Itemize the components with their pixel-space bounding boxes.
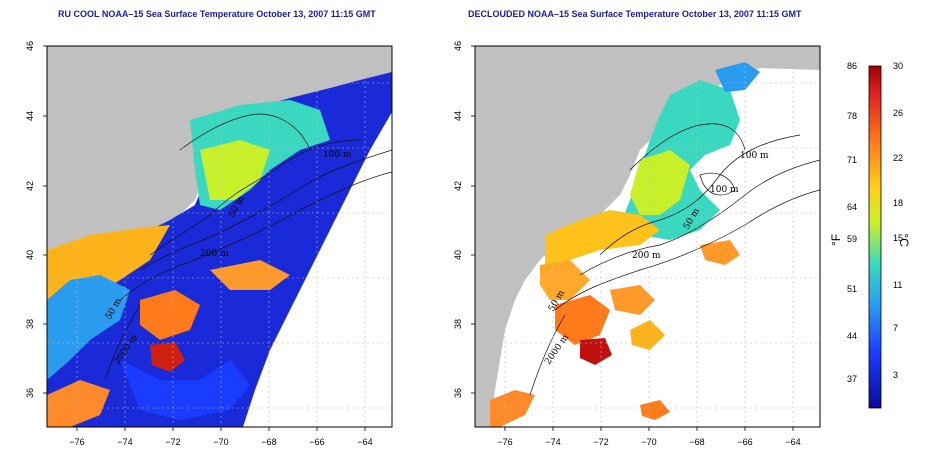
colorbar: °F °C 86 78 71 64 59 51 44 37 30 26 22 1… bbox=[829, 61, 911, 409]
lat-tick-label: 40 bbox=[25, 250, 35, 260]
contour-label: 200 m bbox=[632, 251, 661, 261]
lat-tick-label: 38 bbox=[453, 319, 463, 329]
lon-tick-label: −74 bbox=[117, 437, 132, 447]
lon-tick-label: −64 bbox=[785, 437, 800, 447]
contour-label: 100 m bbox=[740, 151, 769, 161]
colorbar-gradient bbox=[868, 65, 882, 409]
unit-celsius-label: °C bbox=[897, 233, 911, 247]
celsius-tick: 7 bbox=[893, 323, 898, 333]
fahrenheit-tick: 44 bbox=[847, 331, 857, 341]
contour-label: 100 m bbox=[710, 185, 739, 195]
fahrenheit-tick: 51 bbox=[847, 284, 857, 294]
celsius-tick: 3 bbox=[893, 370, 898, 380]
left-lon-axis: −76 −74 −72 −70 −68 −66 −64 bbox=[69, 427, 373, 447]
lon-tick-label: −70 bbox=[641, 437, 656, 447]
fahrenheit-tick: 71 bbox=[847, 155, 857, 165]
lon-tick-label: −68 bbox=[689, 437, 704, 447]
lon-tick-label: −76 bbox=[497, 437, 512, 447]
contour-label: 200 m bbox=[200, 249, 229, 259]
lon-tick-label: −64 bbox=[357, 437, 372, 447]
lat-tick-label: 46 bbox=[453, 41, 463, 51]
left-panel-title: RU COOL NOAA–15 Sea Surface Temperature … bbox=[58, 9, 376, 19]
celsius-tick: 18 bbox=[893, 198, 903, 208]
right-lat-axis: 36 38 40 42 44 46 bbox=[453, 41, 475, 398]
lon-tick-label: −74 bbox=[545, 437, 560, 447]
lat-tick-label: 38 bbox=[25, 319, 35, 329]
celsius-tick: 22 bbox=[893, 153, 903, 163]
lon-tick-label: −66 bbox=[309, 437, 324, 447]
fahrenheit-tick: 37 bbox=[847, 374, 857, 384]
lon-tick-label: −66 bbox=[737, 437, 752, 447]
lat-tick-label: 36 bbox=[25, 388, 35, 398]
lon-tick-label: −76 bbox=[69, 437, 84, 447]
lat-tick-label: 46 bbox=[25, 41, 35, 51]
celsius-tick: 30 bbox=[893, 61, 903, 71]
lon-tick-label: −72 bbox=[593, 437, 608, 447]
left-lat-axis: 36 38 40 42 44 46 bbox=[25, 41, 47, 398]
lat-tick-label: 36 bbox=[453, 388, 463, 398]
right-panel-title: DECLOUDED NOAA–15 Sea Surface Temperatur… bbox=[468, 9, 802, 19]
celsius-tick: 11 bbox=[893, 280, 902, 290]
lat-tick-label: 42 bbox=[453, 181, 463, 191]
lon-tick-label: −68 bbox=[261, 437, 276, 447]
fahrenheit-tick: 64 bbox=[847, 202, 857, 212]
lat-tick-label: 44 bbox=[25, 111, 35, 121]
land-mass bbox=[47, 46, 392, 427]
contour-label: 100 m bbox=[323, 150, 352, 160]
land-mass bbox=[475, 46, 820, 427]
lon-tick-label: −70 bbox=[213, 437, 228, 447]
fahrenheit-tick: 78 bbox=[847, 111, 857, 121]
right-lon-axis: −76 −74 −72 −70 −68 −66 −64 bbox=[497, 427, 801, 447]
fahrenheit-tick: 59 bbox=[847, 234, 857, 244]
lon-tick-label: −72 bbox=[165, 437, 180, 447]
celsius-tick: 15 bbox=[893, 233, 903, 243]
unit-fahrenheit-label: °F bbox=[829, 234, 843, 246]
lat-tick-label: 40 bbox=[453, 250, 463, 260]
celsius-tick: 26 bbox=[893, 108, 903, 118]
fahrenheit-tick: 86 bbox=[847, 61, 857, 71]
left-map: 100 m 50 m 200 m 50 m 2000 m bbox=[46, 45, 393, 428]
lat-tick-label: 44 bbox=[453, 111, 463, 121]
right-map: 100 m 100 m 50 m 200 m 50 m 2000 m bbox=[474, 45, 821, 428]
lat-tick-label: 42 bbox=[25, 181, 35, 191]
